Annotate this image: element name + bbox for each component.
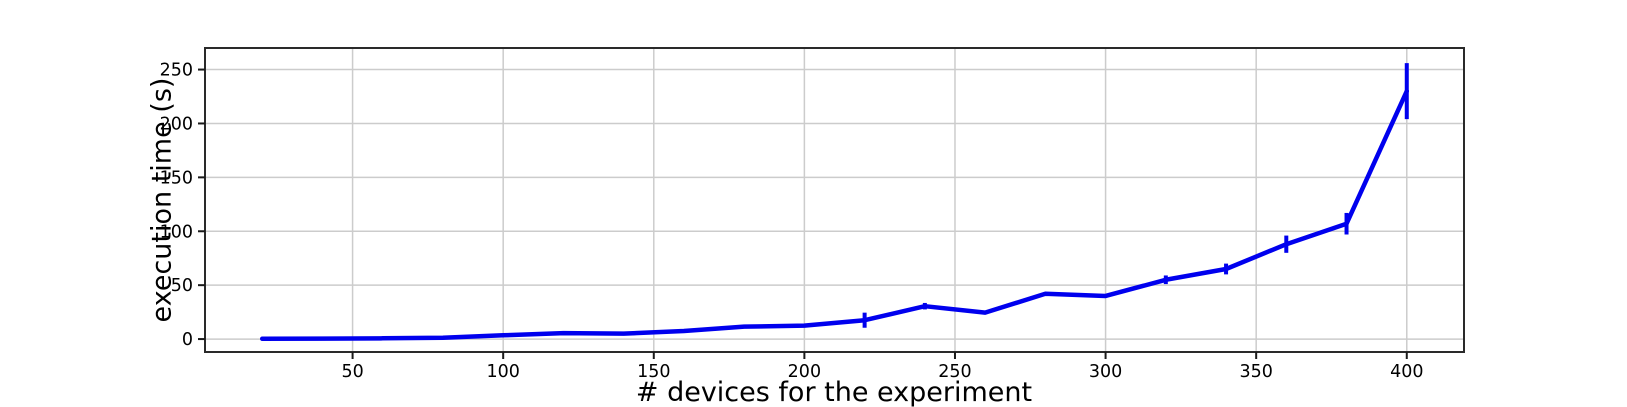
- x-tick-label: 350: [1239, 362, 1272, 382]
- y-tick-label: 250: [160, 61, 193, 81]
- axes-layer: [198, 47, 1465, 359]
- y-tick-label: 150: [160, 168, 193, 188]
- y-tick-label: 200: [160, 114, 193, 134]
- series-layer: [259, 63, 1410, 341]
- plot-border: [204, 47, 1465, 353]
- x-axis-label: # devices for the experiment: [636, 377, 1032, 407]
- x-tick-label: 250: [938, 362, 971, 382]
- x-tick-label: 150: [637, 362, 670, 382]
- x-tick-label: 300: [1089, 362, 1122, 382]
- y-axis-label: execution time (s): [147, 78, 178, 323]
- grid-layer: [205, 48, 1464, 352]
- x-tick-label: 200: [788, 362, 821, 382]
- y-tick-label: 100: [160, 222, 193, 242]
- x-tick-label: 400: [1390, 362, 1423, 382]
- x-tick-label: 50: [341, 362, 363, 382]
- y-tick-label: 0: [182, 330, 193, 350]
- tick-label-layer: 50 100 150 200 250 300 350 400 0 50 100 150 200 250: [160, 61, 1424, 382]
- y-tick-label: 50: [171, 276, 193, 296]
- x-tick-label: 100: [486, 362, 519, 382]
- data-line: [259, 88, 1410, 341]
